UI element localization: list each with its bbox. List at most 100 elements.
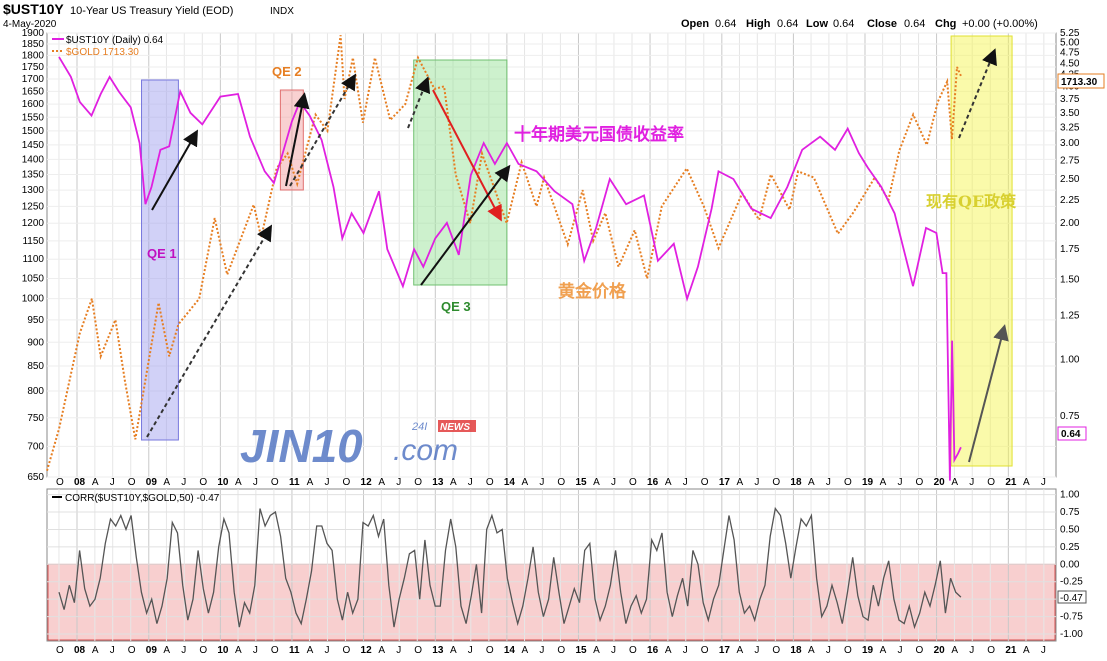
- corr-x-tick-label: J: [253, 645, 258, 656]
- right-tick-label: 5.25: [1060, 28, 1080, 39]
- main-x-tick-label: A: [522, 477, 529, 488]
- main-x-tick-label: 21: [1005, 477, 1017, 488]
- corr-x-tick-label: 17: [719, 645, 731, 656]
- corr-x-tick-label: A: [92, 645, 99, 656]
- main-x-tick-label: 16: [647, 477, 659, 488]
- main-x-tick-label: A: [450, 477, 457, 488]
- main-x-tick-label: O: [414, 477, 422, 488]
- corr-x-tick-label: 12: [361, 645, 373, 656]
- current-ust-arrow: [968, 324, 1009, 463]
- left-axis: 650 700 750 800 850 900 950 1000 1050 1100 1150 120…: [22, 28, 45, 483]
- corr-x-tick-label: A: [593, 645, 600, 656]
- corr-tick-label: -0.75: [1060, 612, 1083, 623]
- corr-x-tick-label: O: [56, 645, 64, 656]
- main-x-tick-label: A: [880, 477, 887, 488]
- main-x-tick-label: A: [736, 477, 743, 488]
- exchange-label: INDX: [270, 6, 294, 17]
- qe2-label: QE 2: [272, 64, 302, 79]
- corr-x-tick-label: 14: [504, 645, 516, 656]
- left-tick-label: 1550: [22, 112, 45, 123]
- main-x-tick-label: J: [897, 477, 902, 488]
- left-tick-label: 1250: [22, 201, 45, 212]
- main-x-tick-label: J: [468, 477, 473, 488]
- trend-arrows: [146, 48, 1009, 463]
- gold-legend-label: $GOLD 1713.30: [66, 47, 139, 58]
- main-x-tick-label: 11: [289, 477, 300, 488]
- corr-x-tick-label: J: [1041, 645, 1046, 656]
- corr-x-tick-label: J: [468, 645, 473, 656]
- corr-x-tick-label: A: [951, 645, 958, 656]
- right-tick-label: 2.50: [1060, 174, 1080, 185]
- main-x-tick-label: J: [253, 477, 258, 488]
- main-x-tick-label: J: [324, 477, 329, 488]
- main-x-tick-label: A: [307, 477, 314, 488]
- main-x-tick-label: J: [754, 477, 759, 488]
- right-tick-label: 2.00: [1060, 218, 1080, 229]
- left-tick-label: 700: [27, 441, 44, 452]
- main-x-tick-label: J: [826, 477, 831, 488]
- main-x-tick-label: O: [486, 477, 494, 488]
- left-tick-label: 1700: [22, 74, 45, 85]
- main-x-tick-label: O: [987, 477, 995, 488]
- corr-x-tick-label: A: [522, 645, 529, 656]
- qe1-gold-arrow: [146, 224, 273, 438]
- main-grid: [47, 32, 1056, 478]
- corr-last-value: -0.47: [1060, 593, 1083, 604]
- left-tick-label: 1300: [22, 185, 45, 196]
- main-x-tick-label: 12: [361, 477, 373, 488]
- corr-legend-label: CORR($UST10Y,$GOLD,50) -0.47: [65, 493, 220, 504]
- main-plot-frame: [46, 32, 1057, 478]
- current-gold-arrow: [958, 48, 997, 139]
- corr-x-tick-label: 20: [934, 645, 946, 656]
- corr-x-tick-label: A: [880, 645, 887, 656]
- ust10y-series-line: [58, 56, 962, 481]
- corr-y-axis: -1.00-0.75-0.50-0.250.000.250.500.751.00: [1060, 490, 1083, 640]
- left-tick-label: 950: [27, 315, 44, 326]
- right-tick-label: 0.75: [1060, 411, 1080, 422]
- watermark-dot-com: .com: [393, 434, 458, 467]
- corr-x-tick-label: J: [396, 645, 401, 656]
- corr-x-tick-label: 15: [575, 645, 587, 656]
- corr-x-tick-label: J: [611, 645, 616, 656]
- corr-tick-label: 0.75: [1060, 507, 1080, 518]
- left-tick-label: 1650: [22, 86, 45, 97]
- qe3-gold-start-arrow: [407, 76, 431, 129]
- chg-label: Chg: [935, 18, 956, 30]
- correlation-line: [58, 506, 962, 630]
- corr-x-tick-label: A: [665, 645, 672, 656]
- main-x-tick-label: A: [808, 477, 815, 488]
- current-qe-box: [950, 35, 1013, 467]
- gold-last-tag: [1057, 73, 1105, 89]
- qe3-label: QE 3: [441, 299, 471, 314]
- main-x-tick-label: 13: [432, 477, 444, 488]
- corr-tick-label: 0.50: [1060, 524, 1080, 535]
- corr-tick-label: 0.00: [1060, 559, 1080, 570]
- main-legend: $UST10Y (Daily) 0.64 $GOLD 1713.30: [52, 35, 164, 58]
- main-x-tick-label: A: [951, 477, 958, 488]
- corr-x-tick-label: O: [271, 645, 279, 656]
- corr-last-tag: [1057, 590, 1087, 604]
- corr-x-tick-label: O: [772, 645, 780, 656]
- main-x-tick-label: J: [1041, 477, 1046, 488]
- corr-x-tick-label: O: [987, 645, 995, 656]
- main-x-tick-label: O: [199, 477, 207, 488]
- main-x-tick-label: J: [181, 477, 186, 488]
- corr-x-tick-label: O: [844, 645, 852, 656]
- watermark-sub: 24I: [411, 421, 427, 433]
- right-tick-label: 3.25: [1060, 122, 1080, 133]
- main-x-axis: O 08 A J O 09 A J O 10 A J O 11 A J O 12 A J O 13 A J O 14 A J O 15 A J…: [56, 477, 1046, 488]
- corr-x-tick-label: J: [539, 645, 544, 656]
- corr-grid: [47, 489, 1056, 641]
- annotations: QE 1 QE 2 QE 3 十年期美元国债收益率 黄金价格 现有QE政策: [147, 64, 1017, 314]
- corr-x-tick-label: 10: [217, 645, 229, 656]
- corr-x-tick-label: A: [1023, 645, 1030, 656]
- high-label: High: [746, 18, 771, 30]
- main-x-tick-label: J: [539, 477, 544, 488]
- main-x-tick-label: 08: [74, 477, 86, 488]
- main-x-tick-label: 14: [504, 477, 516, 488]
- ust-last-tag: [1057, 426, 1087, 441]
- left-tick-label: 850: [27, 361, 44, 372]
- main-x-tick-label: A: [235, 477, 242, 488]
- main-x-tick-label: 19: [862, 477, 874, 488]
- corr-x-tick-label: J: [683, 645, 688, 656]
